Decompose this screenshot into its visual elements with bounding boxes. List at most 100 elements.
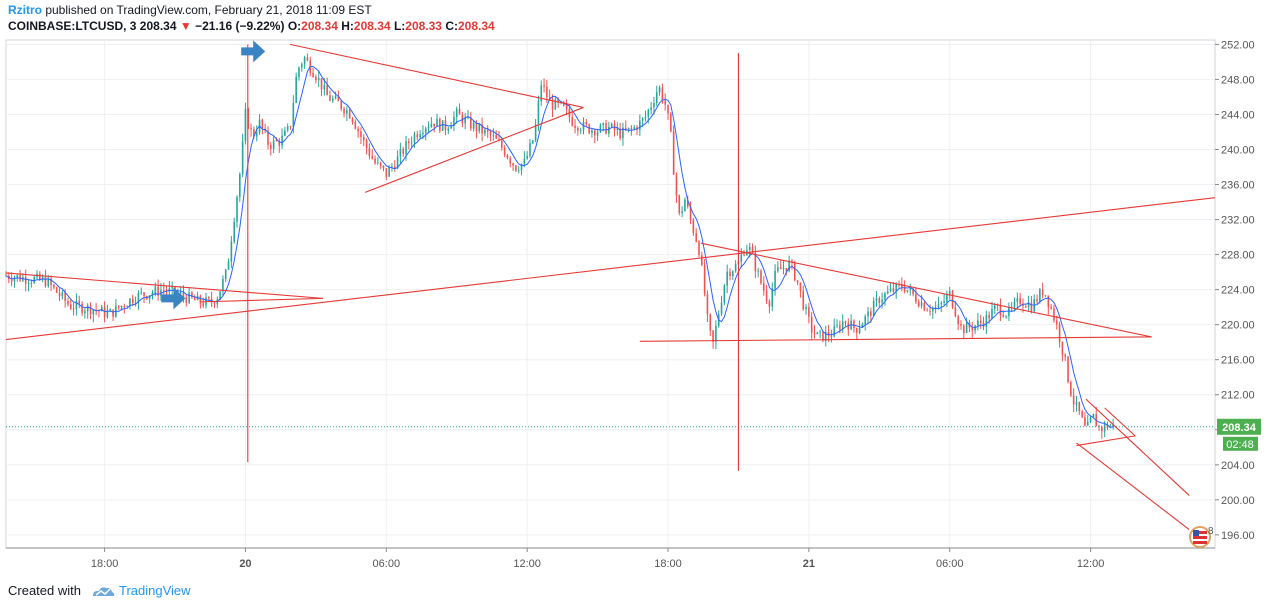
symbol-label: COINBASE:LTCUSD, 3	[8, 19, 137, 33]
candle-body	[588, 124, 590, 133]
candle-body	[58, 292, 61, 297]
candle-body	[1039, 289, 1041, 302]
candle-body	[64, 292, 66, 302]
x-tick-label: 06:00	[373, 558, 401, 570]
candle-body	[762, 283, 765, 291]
candle-body	[937, 304, 940, 308]
candle-body	[920, 302, 923, 307]
candle-body	[422, 132, 424, 135]
mid-triangle-base	[639, 336, 1152, 342]
candle-body	[909, 288, 912, 291]
candle-body	[602, 123, 605, 125]
candle-body	[379, 162, 382, 166]
candle-body	[1016, 298, 1019, 302]
candle-body	[534, 124, 537, 141]
candle-body	[295, 76, 297, 103]
candle-body	[337, 96, 340, 102]
candle-body	[655, 92, 658, 104]
candle-body	[517, 170, 520, 172]
candle-body	[1103, 424, 1106, 432]
chart-header: Rzitro published on TradingView.com, Feb…	[8, 2, 495, 34]
candle-body	[53, 284, 55, 288]
candle-body	[410, 142, 413, 144]
candle-body	[109, 309, 112, 312]
drawings[interactable]	[5, 43, 1216, 531]
candle-body	[81, 303, 83, 314]
candle-body	[889, 288, 892, 292]
candle-body	[954, 307, 957, 317]
candle-body	[13, 277, 16, 282]
flag-icon[interactable]	[1189, 526, 1211, 548]
candle-body	[78, 300, 81, 304]
candle-body	[912, 288, 914, 295]
candle-body	[503, 147, 506, 156]
candle-body	[991, 309, 993, 319]
y-tick-label: 224.00	[1221, 285, 1255, 297]
candle-body	[641, 118, 644, 121]
candle-body	[484, 129, 486, 134]
candle-body	[470, 117, 472, 129]
candle-body	[185, 296, 188, 303]
candle-body	[202, 303, 204, 306]
small-wedge-b	[1104, 407, 1136, 437]
candle-body	[957, 316, 959, 325]
candle-body	[250, 128, 252, 130]
candle-body	[506, 155, 509, 159]
y-tick-label: 236.00	[1221, 180, 1255, 192]
candle-body	[182, 292, 185, 297]
candle-body	[461, 114, 464, 124]
candle-body	[464, 117, 466, 124]
candle-body	[272, 140, 275, 150]
candle-body	[765, 290, 768, 302]
y-tick-label: 244.00	[1221, 109, 1255, 121]
y-tick-label: 220.00	[1221, 320, 1255, 332]
x-tick-label: 18:00	[91, 558, 119, 570]
candle-body	[644, 116, 647, 119]
candle-body	[709, 314, 712, 331]
candle-body	[1030, 302, 1033, 312]
author-name[interactable]: Rzitro	[8, 3, 42, 17]
candle-body	[698, 241, 700, 256]
candle-body	[754, 252, 757, 272]
candle-body	[1024, 306, 1027, 308]
x-axis[interactable]: 18:00 20 06:00 12:00 18:00 21 06:00 12:00	[6, 547, 1215, 570]
candle-body	[881, 299, 883, 303]
candle-body	[574, 125, 576, 129]
candle-body	[455, 108, 458, 117]
candle-body	[926, 310, 928, 312]
low-value: 208.33	[405, 19, 442, 33]
candle-body	[988, 315, 990, 319]
candle-body	[861, 324, 864, 328]
candle-body	[923, 302, 926, 311]
upper-triangle-bottom	[364, 106, 584, 193]
plot-area[interactable]	[5, 39, 1216, 549]
candle-body	[855, 328, 858, 333]
tradingview-link[interactable]: TradingView	[87, 583, 191, 598]
candle-body	[551, 99, 554, 110]
candle-body	[627, 127, 630, 130]
candle-body	[230, 241, 233, 262]
long-trend-line	[5, 197, 1216, 341]
candle-body	[579, 130, 582, 132]
arrow-icon-left	[161, 287, 186, 310]
candle-body	[241, 141, 244, 175]
y-tick-label: 204.00	[1221, 460, 1255, 472]
candle-body	[864, 316, 867, 325]
candle-body	[137, 292, 140, 303]
moving-average-line	[5, 65, 1114, 428]
candle-body	[39, 273, 41, 280]
candle-body	[872, 300, 875, 316]
change-arrow-icon: ▼	[179, 19, 192, 33]
candle-body	[284, 130, 286, 136]
candle-body	[771, 288, 774, 307]
candle-body	[951, 290, 954, 308]
candle-body	[610, 123, 613, 127]
candle-body	[478, 124, 481, 132]
candle-body	[1092, 414, 1095, 418]
y-axis[interactable]: 252.00 248.00 244.00 240.00 236.00 232.00 228.…	[1215, 39, 1255, 542]
candle-body	[915, 294, 917, 302]
x-tick-label: 12:00	[1077, 558, 1105, 570]
candle-body	[334, 96, 337, 99]
candle-body	[84, 311, 86, 314]
